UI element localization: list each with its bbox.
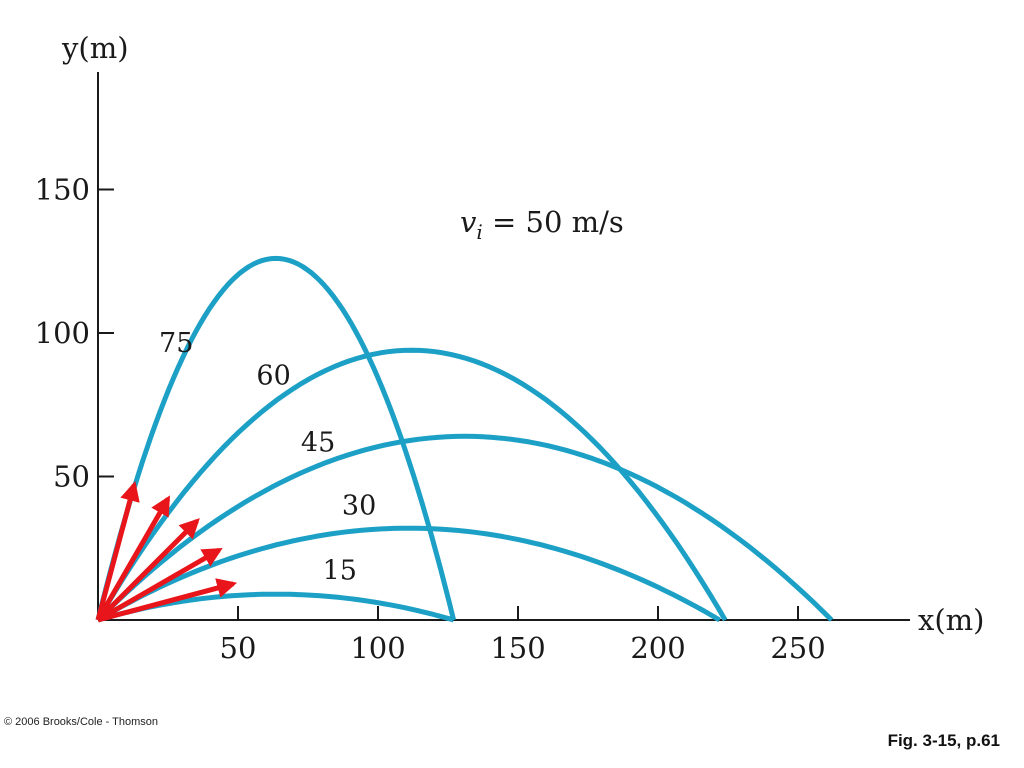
velocity-annotation: vi = 50 m/s bbox=[460, 205, 624, 244]
curve-label-30: 30 bbox=[342, 491, 376, 522]
velocity-arrow-15 bbox=[97, 578, 238, 623]
curve-label-45: 45 bbox=[301, 428, 335, 459]
trajectory-curve-60 bbox=[95, 347, 728, 622]
copyright-notice: © 2006 Brooks/Cole - Thomson bbox=[4, 716, 159, 728]
y-tick-label-150: 150 bbox=[35, 173, 90, 207]
curve-label-15: 15 bbox=[323, 556, 357, 587]
x-tick-label-250: 250 bbox=[770, 631, 825, 665]
trajectory-curve-30 bbox=[96, 525, 721, 623]
velocity-arrow-75 bbox=[95, 480, 140, 621]
y-axis-label: y(m) bbox=[61, 31, 129, 65]
x-tick-label-100: 100 bbox=[350, 631, 405, 665]
velocity-arrow-30 bbox=[96, 547, 223, 623]
figure-caption: Fig. 3-15, p.61 bbox=[887, 731, 1000, 750]
x-tick-label-50: 50 bbox=[220, 631, 257, 665]
x-axis-label: x(m) bbox=[918, 603, 984, 637]
x-tick-label-150: 150 bbox=[490, 631, 545, 665]
trajectory-curve-75 bbox=[95, 255, 457, 621]
trajectory-curve-45 bbox=[96, 433, 834, 622]
x-tick-label-200: 200 bbox=[630, 631, 685, 665]
velocity-arrow-60 bbox=[95, 495, 171, 622]
velocity-arrow-45 bbox=[96, 518, 200, 622]
y-tick-label-50: 50 bbox=[53, 460, 90, 494]
y-tick-label-100: 100 bbox=[35, 316, 90, 350]
curve-label-60: 60 bbox=[256, 360, 290, 391]
curve-label-75: 75 bbox=[159, 328, 193, 359]
